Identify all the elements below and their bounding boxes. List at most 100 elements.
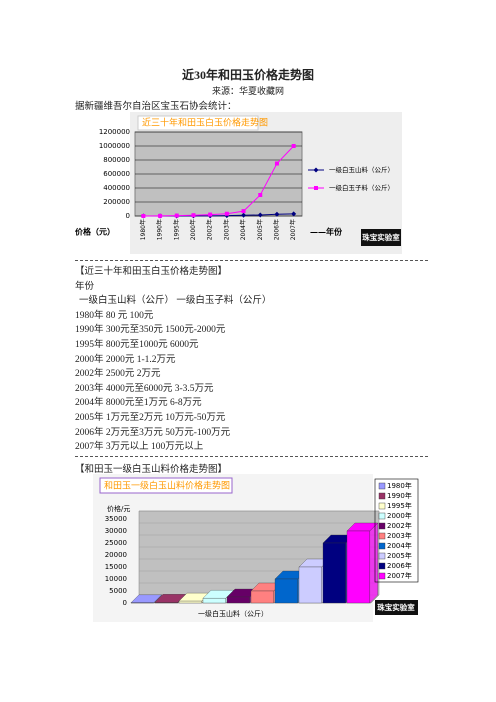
text-line: 2005年 1万元至2万元 10万元-50万元 <box>75 412 226 423</box>
bar <box>322 542 346 604</box>
watermark-box <box>361 229 401 246</box>
x-tick-label: 2003年 <box>222 219 230 240</box>
chart-title: 和田玉一级白玉山料价格走势图 <box>104 480 230 492</box>
x-tick-label: 2004年 <box>239 219 247 240</box>
legend-label: 2007年 <box>387 571 412 580</box>
text-line: 2006年 2万元至3万元 50万元-100万元 <box>75 427 231 438</box>
point <box>191 213 196 218</box>
divider <box>75 260 428 261</box>
watermark-box <box>375 600 418 615</box>
point <box>258 193 263 197</box>
legend-label: 1980年 <box>387 481 412 490</box>
point <box>158 213 163 218</box>
text-line: 2000年 2000元 1-1.2万元 <box>75 354 176 365</box>
title-box <box>137 115 259 131</box>
intro: 据新疆维吾尔自治区宝玉石协会统计： <box>75 102 237 112</box>
x-tick-label: 2002年 <box>206 219 214 240</box>
bar <box>226 596 250 604</box>
legend-marker <box>314 186 318 190</box>
y-tick-label: 35000 <box>105 515 127 523</box>
legend-marker <box>313 167 319 173</box>
text-line: 2007年 3万元以上 100万元以上 <box>75 442 204 453</box>
y-tick-label: 5000 <box>109 587 127 595</box>
legend-swatch <box>378 512 386 520</box>
y-tick-label: 1000000 <box>99 142 130 150</box>
bar <box>298 566 322 604</box>
legend-swatch <box>378 532 386 540</box>
y-axis-label: 价格（元） <box>75 227 115 237</box>
bar <box>178 600 202 604</box>
y-axis-label: 价格/元 <box>107 504 130 513</box>
legend-swatch <box>378 552 386 560</box>
y-tick-label: 800000 <box>103 156 130 164</box>
point <box>241 209 246 214</box>
chart: 近三十年和田玉白玉价格走势图 0 200000 400000 600000 800000 1… <box>75 112 402 254</box>
legend-swatch <box>378 502 386 510</box>
text-heading: 【近三十年和田玉白玉价格走势图】 <box>75 267 228 277</box>
text-block: 【近三十年和田玉白玉价格走势图】 年份 一级白玉山料（公斤） 一级白玉子料（公斤）… <box>75 265 271 455</box>
x-axis-label: ——年份 <box>310 227 343 237</box>
x-tick-label: 2005年 <box>256 219 264 240</box>
legend-label: 一级白玉子料（公斤） <box>329 183 394 192</box>
legend-label: 2003年 <box>387 531 412 540</box>
watermark: 珠宝实验室 <box>362 232 400 242</box>
text-line: 年份 <box>75 281 95 292</box>
bar-side <box>369 522 378 604</box>
y-tick-label: 30000 <box>105 527 127 535</box>
y-tick-label: 25000 <box>105 539 127 547</box>
legend-label: 2000年 <box>387 511 412 520</box>
legend-swatch <box>378 562 386 570</box>
doc-title: 近30年和田玉价格走势图 <box>181 68 314 82</box>
point <box>224 211 229 216</box>
legend-swatch <box>378 492 386 500</box>
legend-label: 2005年 <box>387 551 412 560</box>
x-tick-label: 2000年 <box>189 219 197 240</box>
y-tick-label: 400000 <box>103 184 130 192</box>
y-tick-label: 0 <box>123 599 127 607</box>
legend-label: 2002年 <box>387 521 412 530</box>
line <box>143 145 295 217</box>
text-line: 2003年 4000元至6000元 3-3.5万元 <box>75 383 214 394</box>
legend-label: 2004年 <box>387 541 412 550</box>
bar <box>154 602 178 604</box>
legend-box <box>374 478 419 583</box>
text-line: 1990年 300元至350元 1500元-2000元 <box>75 325 226 336</box>
divider <box>75 456 428 457</box>
section-heading: 【和田玉一级白玉山料价格走势图】 <box>75 465 228 475</box>
x-tick-label: 1980年 <box>139 219 147 240</box>
text-line: 2002年 2500元 2万元 <box>75 369 161 380</box>
legend-label: 一级白玉山料（公斤） <box>329 165 394 174</box>
bar <box>202 598 226 604</box>
legend-label: 1990年 <box>387 491 412 500</box>
legend-label: 1995年 <box>387 501 412 510</box>
point <box>291 144 296 148</box>
legend-swatch <box>378 482 386 490</box>
legend-swatch <box>378 572 386 580</box>
x-tick-label: 1990年 <box>156 219 164 240</box>
y-tick-label: 10000 <box>105 575 127 583</box>
point <box>291 211 297 217</box>
legend-swatch <box>378 542 386 550</box>
point <box>257 212 263 218</box>
text-line: 1995年 800元至1000元 6000元 <box>75 339 199 350</box>
text-line: 1980年 80 元 100元 <box>75 310 154 321</box>
text-line: 2004年 8000元至1万元 6-8万元 <box>75 398 202 409</box>
legend-swatch <box>378 522 386 530</box>
legend-label: 2006年 <box>387 561 412 570</box>
y-tick-label: 0 <box>126 212 130 220</box>
y-tick-label: 1200000 <box>99 128 130 136</box>
point <box>274 211 280 217</box>
point <box>241 212 247 218</box>
bar <box>274 578 298 604</box>
chart-title: 近三十年和田玉白玉价格走势图 <box>142 117 268 129</box>
y-tick-label: 200000 <box>103 198 130 206</box>
bar <box>346 530 370 604</box>
point <box>208 212 213 217</box>
x-tick-label: 2006年 <box>272 219 280 240</box>
watermark: 珠宝实验室 <box>377 602 415 612</box>
point <box>274 161 279 166</box>
x-tick-label: 2007年 <box>289 219 297 240</box>
point <box>174 213 179 218</box>
